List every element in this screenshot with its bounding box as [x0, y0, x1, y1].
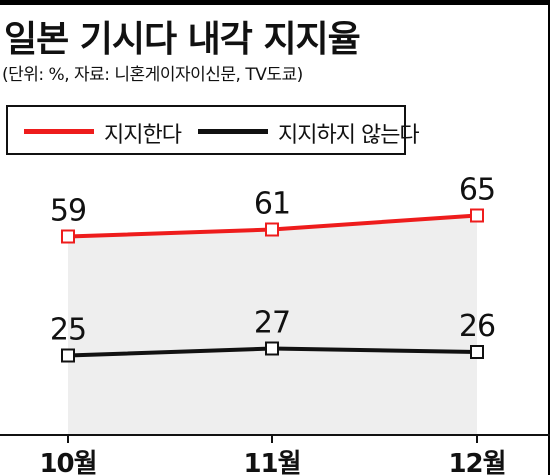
data-label-disapprove: 27: [254, 306, 290, 341]
x-tick-label: 12월: [448, 449, 505, 475]
data-label-approve: 61: [254, 187, 290, 222]
chart-subtitle: (단위: %, 자료: 니혼게이자이신문, TV도쿄): [2, 65, 303, 85]
top-rule: [0, 0, 550, 5]
data-point-disapprove: [61, 348, 75, 363]
x-axis-ticks: 10월 11월 12월: [39, 435, 507, 475]
data-label-disapprove: 25: [50, 313, 86, 348]
approval-area-fill: [68, 215, 477, 435]
series-layer: 59 61 65 25 27 26: [50, 173, 496, 363]
data-point-disapprove: [265, 341, 279, 356]
legend-approve-label: 지지한다: [104, 123, 182, 148]
data-label-approve: 59: [50, 194, 86, 229]
x-tick-label: 10월: [39, 449, 96, 475]
legend-disapprove-swatch: [198, 129, 268, 134]
data-point-disapprove: [470, 345, 484, 359]
legend-approve-swatch: [24, 129, 94, 134]
right-rule: [548, 0, 550, 475]
data-point-approve: [265, 222, 279, 237]
data-point-approve: [470, 208, 484, 223]
legend: 지지한다 지지하지 않는다: [6, 105, 420, 155]
x-tick-label: 11월: [243, 449, 300, 475]
data-point-approve: [61, 229, 75, 244]
legend-disapprove-label: 지지하지 않는다: [278, 123, 420, 148]
data-label-disapprove: 26: [459, 309, 495, 344]
data-label-approve: 65: [459, 173, 495, 208]
chart-title: 일본 기시다 내각 지지율: [4, 19, 361, 60]
